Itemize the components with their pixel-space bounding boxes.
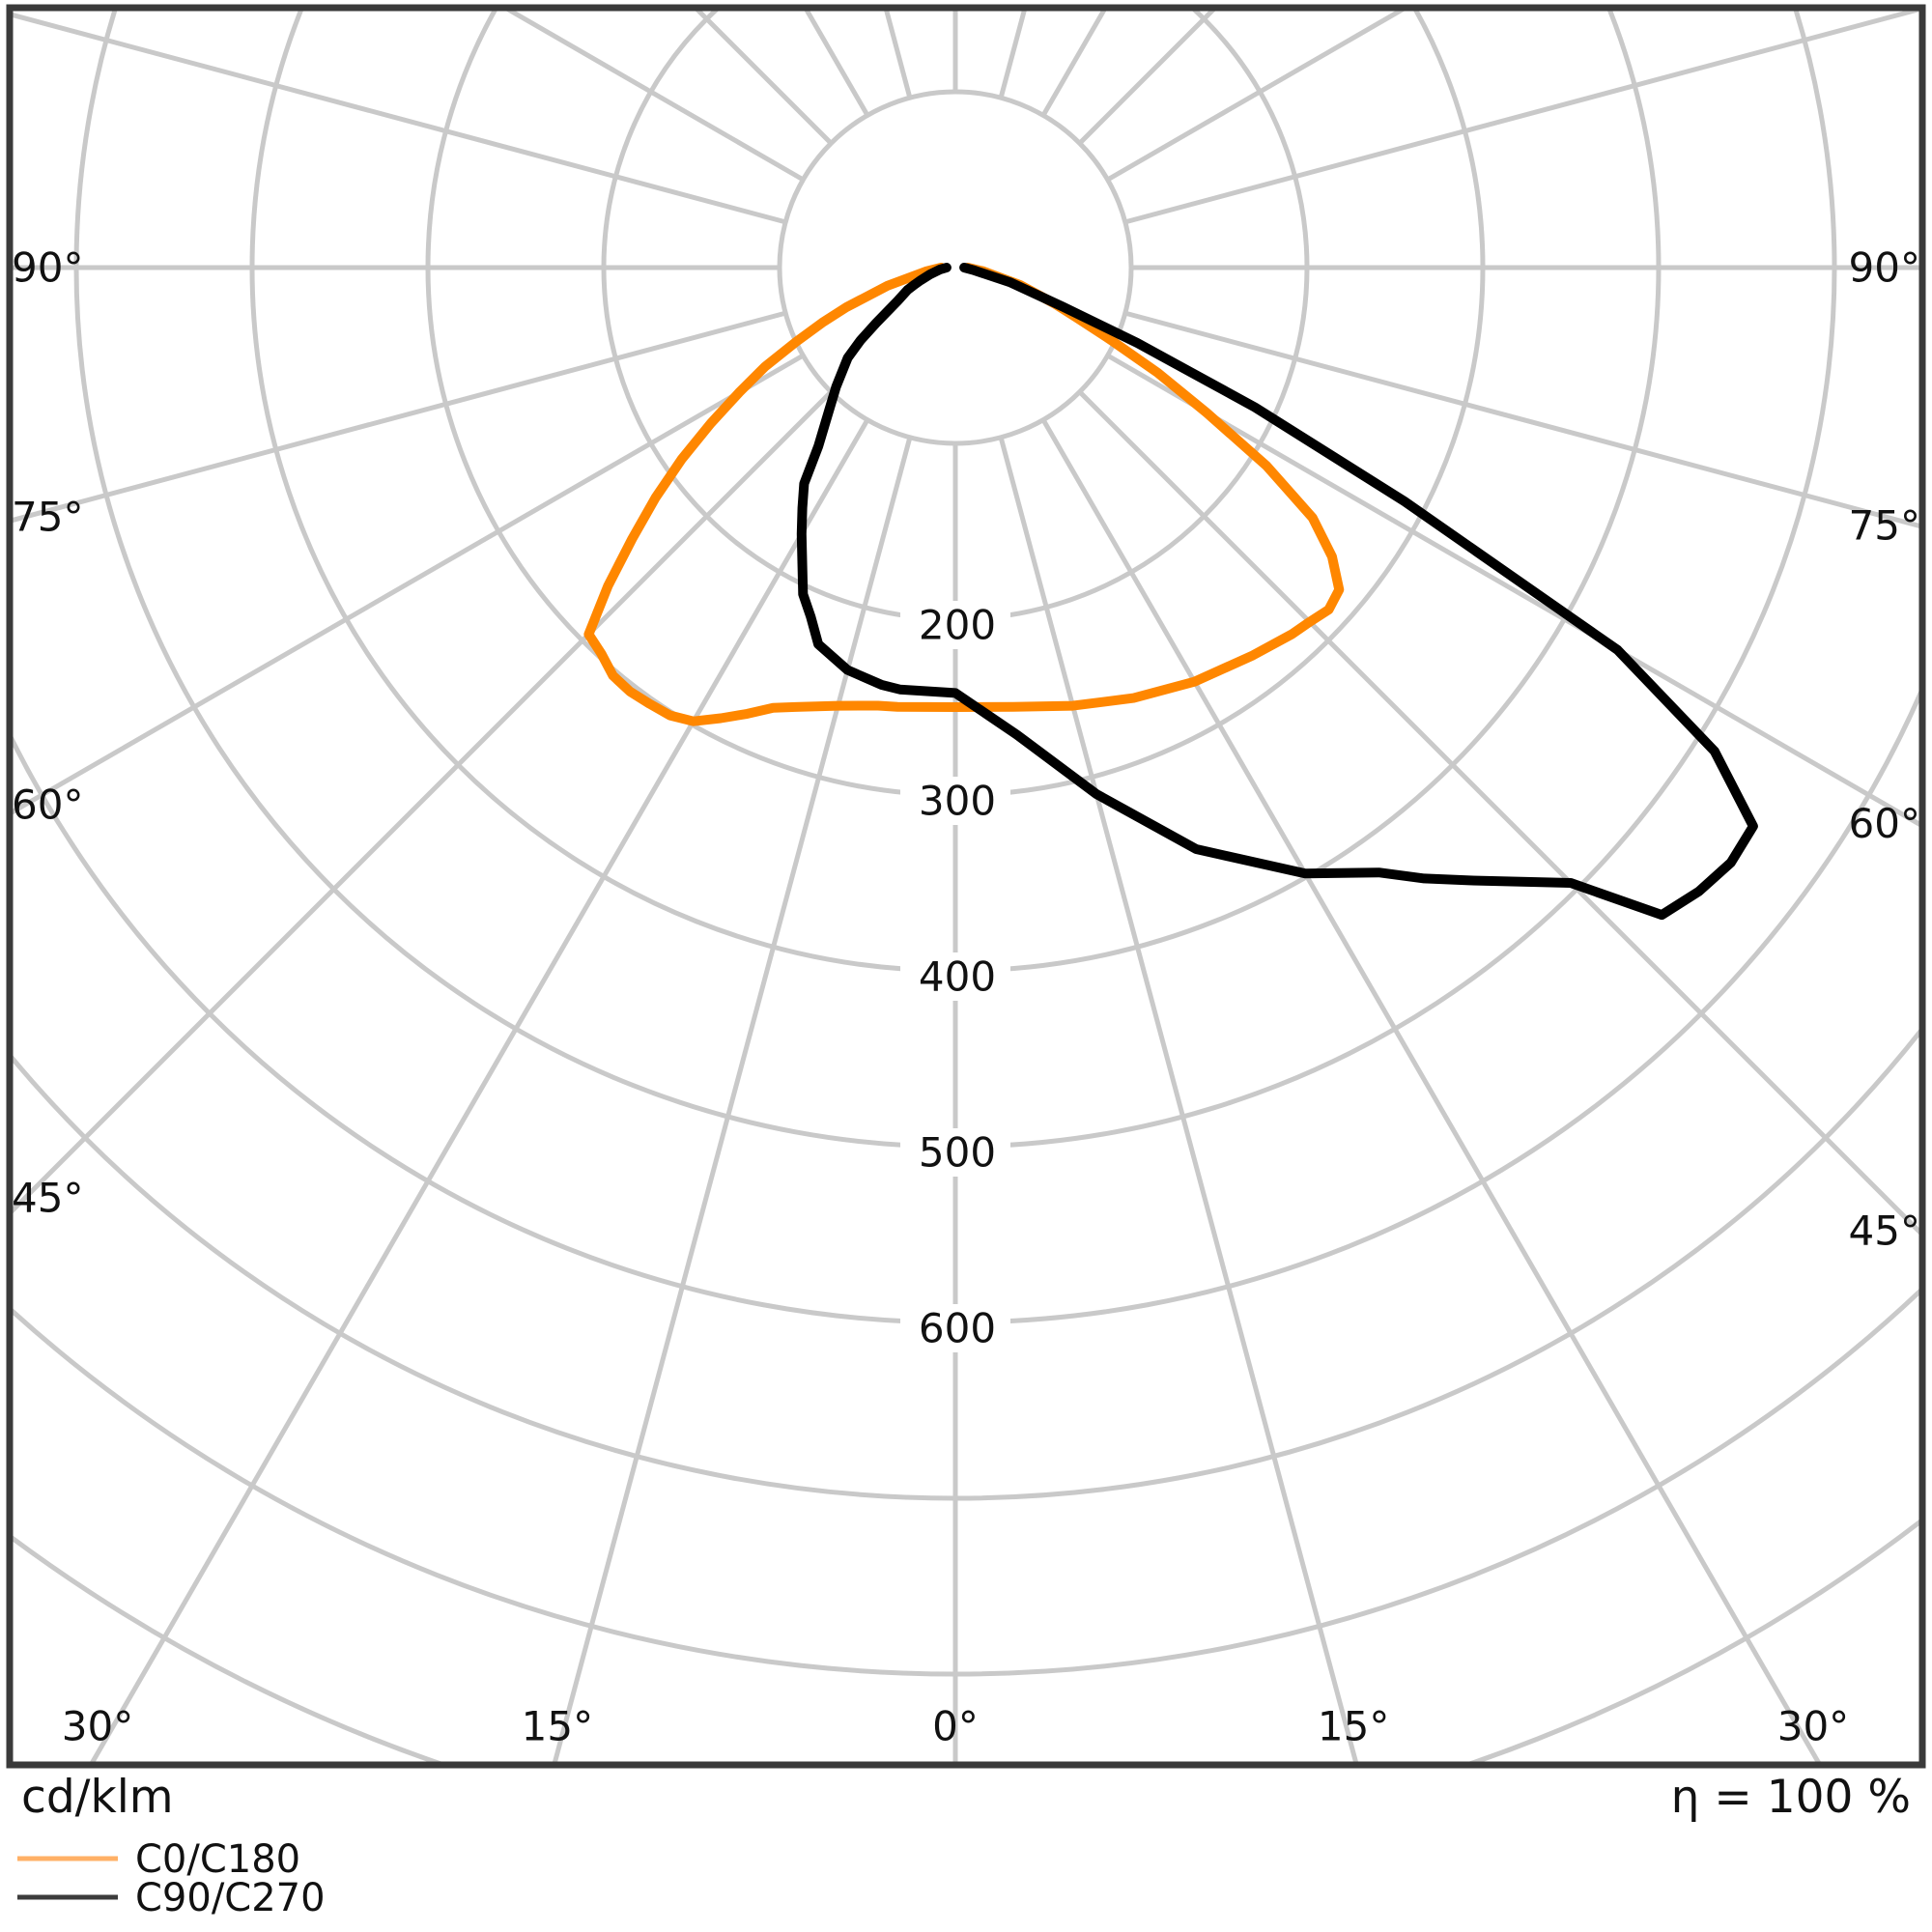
efficiency-label: η = 100 % bbox=[1671, 1771, 1911, 1824]
angle-label-right-60: 60° bbox=[1849, 800, 1920, 847]
ring-label-600: 600 bbox=[919, 1305, 996, 1352]
grid-ray-195 bbox=[884, 11, 913, 99]
legend-label-c90-c270: C90/C270 bbox=[135, 1876, 326, 1920]
angle-label-left-75: 75° bbox=[12, 494, 83, 541]
grid-ring-600 bbox=[13, 689, 1919, 1325]
grid-ray-240 bbox=[505, 11, 805, 183]
ring-label-bg-400 bbox=[900, 952, 1010, 1001]
angle-label-left-45: 45° bbox=[12, 1175, 83, 1222]
grid-ring-900 bbox=[13, 1519, 1919, 1762]
grid-ray-345 bbox=[552, 437, 913, 1762]
angle-label-bottom-15: 15° bbox=[1318, 1703, 1389, 1750]
ring-label-bg-200 bbox=[900, 601, 1010, 649]
angle-label-left-60: 60° bbox=[12, 781, 83, 828]
ring-label-bg-500 bbox=[900, 1128, 1010, 1177]
angle-label-right-75: 75° bbox=[1849, 502, 1920, 550]
legend-label-c0-c180: C0/C180 bbox=[135, 1837, 300, 1882]
angle-label-right-45: 45° bbox=[1849, 1208, 1920, 1255]
ring-labels: 200 300 400 500 600 bbox=[900, 601, 1010, 1352]
grid-ray-330 bbox=[89, 418, 870, 1762]
grid-ray-300 bbox=[13, 353, 805, 815]
grid-ray-210 bbox=[804, 11, 870, 117]
grid-ray-165 bbox=[998, 11, 1027, 99]
grid-ray-75 bbox=[1124, 310, 1919, 529]
grid-ray-315 bbox=[13, 389, 834, 1214]
grid-ring-700 bbox=[13, 1028, 1919, 1501]
curve-c90-c270 bbox=[796, 263, 1758, 921]
angle-label-bottom--30: 30° bbox=[62, 1703, 133, 1750]
angle-label-bottom-30: 30° bbox=[1777, 1703, 1849, 1750]
grid-ray-255 bbox=[13, 12, 786, 225]
grid-ray-120 bbox=[1106, 11, 1406, 183]
angle-label-left-90: 90° bbox=[12, 244, 83, 292]
curve-c0-c180 bbox=[583, 263, 1345, 726]
legend: C0/C180 C90/C270 bbox=[17, 1837, 326, 1920]
ring-label-200: 200 bbox=[919, 602, 996, 649]
grid-ray-15 bbox=[998, 437, 1359, 1762]
ring-label-bg-300 bbox=[900, 777, 1010, 825]
grid-ray-285 bbox=[13, 310, 786, 524]
ring-label-400: 400 bbox=[919, 953, 996, 1001]
grid-ray-60 bbox=[1106, 353, 1919, 828]
plot-border bbox=[6, 4, 1926, 1769]
ring-label-300: 300 bbox=[919, 778, 996, 825]
grid-ray-105 bbox=[1124, 11, 1919, 225]
angle-labels: 90° 75° 60° 45° 90° 75° 60° 45° 30° 15° 0° 15° 30° bbox=[12, 244, 1920, 1750]
grid-ray-30 bbox=[1040, 418, 1822, 1762]
angle-label-bottom-0: 0° bbox=[932, 1703, 979, 1750]
angle-label-right-90: 90° bbox=[1849, 244, 1920, 292]
grid-ray-45 bbox=[1077, 389, 1919, 1236]
ring-label-500: 500 bbox=[919, 1129, 996, 1177]
angle-label-bottom--15: 15° bbox=[522, 1703, 593, 1750]
intensity-curves bbox=[583, 263, 1758, 921]
ring-label-bg-600 bbox=[900, 1304, 1010, 1352]
units-label: cd/klm bbox=[21, 1771, 174, 1824]
